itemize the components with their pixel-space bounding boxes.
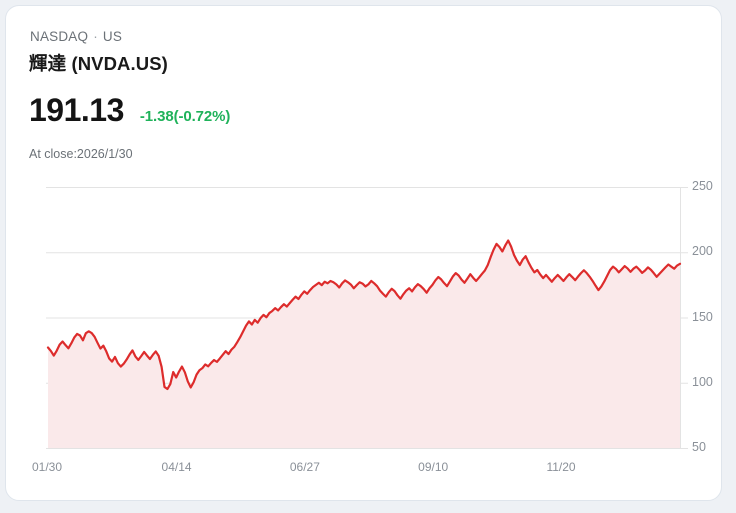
price-change: -1.38(-0.72%)	[139, 108, 231, 125]
last-price: 191.13	[29, 92, 124, 128]
exchange-region: NASDAQ · US	[30, 29, 122, 44]
y-axis-tick-label: 50	[692, 440, 706, 454]
price-chart[interactable]: 250 200 150 100 50 01/30 04/14 06/27 09/10 11/20	[6, 166, 721, 486]
separator-dot: ·	[93, 29, 98, 44]
stock-quote-card: NASDAQ · US 輝達 (NVDA.US) 191.13 -1.38(-0.7…	[5, 5, 722, 501]
x-axis-tick-label: 01/30	[32, 460, 63, 474]
price-chart-svg	[46, 187, 688, 449]
page-title: 輝達 (NVDA.US)	[29, 53, 168, 74]
x-axis-tick-label: 11/20	[546, 460, 576, 474]
price-row: 191.13 -1.38(-0.72%)	[29, 92, 230, 129]
y-axis-tick-label: 150	[692, 309, 713, 324]
y-axis-tick-label: 250	[692, 179, 713, 193]
x-axis-tick-label: 06/27	[289, 460, 320, 474]
x-axis-tick-label: 04/14	[161, 460, 192, 474]
y-axis-tick-label: 200	[692, 244, 713, 259]
price-area-fill	[48, 240, 680, 448]
x-axis-tick-label: 09/10	[418, 460, 449, 474]
y-axis-tick-label: 100	[692, 374, 713, 389]
exchange-label: NASDAQ	[30, 29, 89, 44]
at-close-timestamp: At close:2026/1/30	[29, 147, 133, 161]
region-label: US	[102, 29, 123, 44]
price-line	[46, 239, 682, 391]
